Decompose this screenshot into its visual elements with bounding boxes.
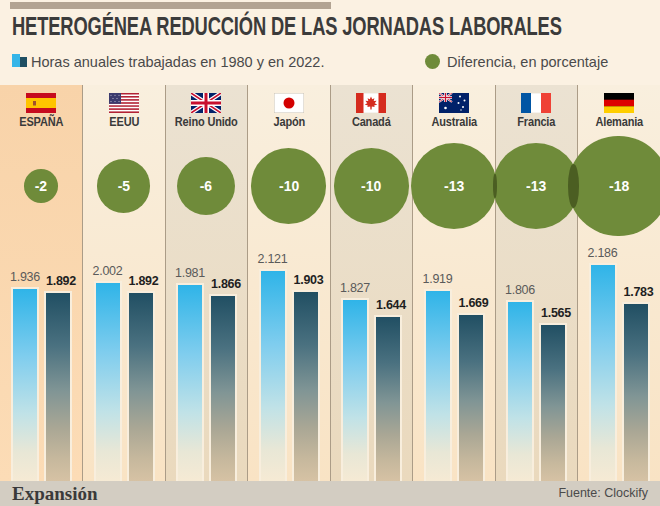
bar-1980 xyxy=(259,269,287,481)
difference-value: -10 xyxy=(361,177,381,195)
difference-circle: -13 xyxy=(493,143,579,229)
flag-au-icon xyxy=(439,93,469,113)
difference-value: -5 xyxy=(118,177,130,195)
difference-circle: -10 xyxy=(251,148,326,223)
difference-value: -18 xyxy=(609,177,629,195)
legend-difference-label: Diferencia, en porcentaje xyxy=(447,52,608,72)
bar-1980 xyxy=(589,263,617,481)
bar-1980 xyxy=(94,281,122,481)
flag-de-icon xyxy=(604,93,634,113)
column-es: ESPAÑA-21.9361.892 xyxy=(0,85,83,481)
value-2022: 1.644 xyxy=(369,298,413,312)
country-name: Francia xyxy=(500,115,573,129)
value-2022: 1.892 xyxy=(122,274,166,288)
brand-logo: Expansión xyxy=(12,481,98,506)
bar-2022 xyxy=(44,291,72,481)
source-credit: Fuente: Clockify xyxy=(558,481,648,506)
column-au: Australia -13 1.919 1.669 xyxy=(413,85,496,481)
bar-2022 xyxy=(457,313,485,481)
chart-area: ESPAÑA-21.9361.892EEUU-52.0021.892Reino … xyxy=(0,85,660,481)
bar-2022 xyxy=(127,291,155,481)
difference-circle: -5 xyxy=(97,159,150,212)
country-name: ESPAÑA xyxy=(5,115,78,129)
bar-2022 xyxy=(209,294,237,481)
bar-1980 xyxy=(341,298,369,481)
country-name: Alemania xyxy=(582,115,655,129)
difference-circle: -18 xyxy=(568,136,660,237)
flag-fr-icon xyxy=(521,93,551,113)
flag-uk-icon xyxy=(191,93,221,113)
difference-value: -13 xyxy=(444,177,464,195)
value-1980: 1.919 xyxy=(416,272,460,286)
bar-1980 xyxy=(176,283,204,481)
value-2022: 1.903 xyxy=(287,273,331,287)
column-us: EEUU-52.0021.892 xyxy=(83,85,166,481)
country-name: EEUU xyxy=(87,115,160,129)
bar-1980 xyxy=(424,289,452,481)
flag-ca-icon xyxy=(356,93,386,113)
column-fr: Francia -13 1.806 1.565 xyxy=(495,85,578,481)
difference-circle: -6 xyxy=(177,157,235,215)
flag-jp-icon xyxy=(274,93,304,113)
top-accent-bar xyxy=(10,2,331,9)
chart-legend: Horas anuales trabajadas en 1980 y en 20… xyxy=(0,52,660,72)
difference-circle: -10 xyxy=(334,148,409,223)
country-name: Canadá xyxy=(335,115,408,129)
value-2022: 1.669 xyxy=(452,296,496,310)
column-divider xyxy=(577,85,578,481)
value-2022: 1.565 xyxy=(534,306,578,320)
bar-2022 xyxy=(539,323,567,481)
difference-circle: -13 xyxy=(411,143,497,229)
value-1980: 1.806 xyxy=(498,283,542,297)
circle-overlap-lens xyxy=(493,174,496,198)
column-ca: Canadá -10 1.827 1.644 xyxy=(330,85,413,481)
bar-2022 xyxy=(622,302,650,481)
column-jp: Japón -10 2.121 1.903 xyxy=(248,85,331,481)
legend-bars-label: Horas anuales trabajadas en 1980 y en 20… xyxy=(31,52,324,72)
bar-2022 xyxy=(292,290,320,481)
difference-value: -13 xyxy=(526,177,546,195)
value-2022: 1.892 xyxy=(39,274,83,288)
flag-us-icon xyxy=(109,93,139,113)
difference-circle: -2 xyxy=(24,169,58,203)
column-de: Alemania -18 2.186 1.783 xyxy=(578,85,660,481)
value-2022: 1.783 xyxy=(617,285,660,299)
flag-es-icon xyxy=(26,93,56,113)
footer: Expansión Fuente: Clockify xyxy=(0,481,660,506)
country-name: Japón xyxy=(252,115,325,129)
difference-value: -10 xyxy=(279,177,299,195)
value-2022: 1.866 xyxy=(204,277,248,291)
column-divider xyxy=(165,85,166,481)
value-1980: 1.827 xyxy=(333,281,377,295)
column-uk: Reino Unido-61.9811.866 xyxy=(165,85,248,481)
legend-difference-dot-icon xyxy=(425,54,440,69)
value-1980: 2.186 xyxy=(581,246,625,260)
legend-2022-swatch-icon xyxy=(20,57,27,67)
chart-title: HETEROGÉNEA REDUCCIÓN DE LAS JORNADAS LA… xyxy=(12,11,562,42)
column-divider xyxy=(82,85,83,481)
value-1980: 2.121 xyxy=(251,252,295,266)
country-name: Reino Unido xyxy=(170,115,243,129)
bar-1980 xyxy=(506,300,534,481)
difference-value: -2 xyxy=(35,177,47,195)
column-divider xyxy=(247,85,248,481)
column-divider xyxy=(330,85,331,481)
column-divider xyxy=(495,85,496,481)
difference-value: -6 xyxy=(200,177,212,195)
bar-1980 xyxy=(11,287,39,481)
column-divider xyxy=(412,85,413,481)
legend-1980-swatch-icon xyxy=(12,54,20,67)
country-name: Australia xyxy=(417,115,490,129)
bar-2022 xyxy=(374,315,402,481)
